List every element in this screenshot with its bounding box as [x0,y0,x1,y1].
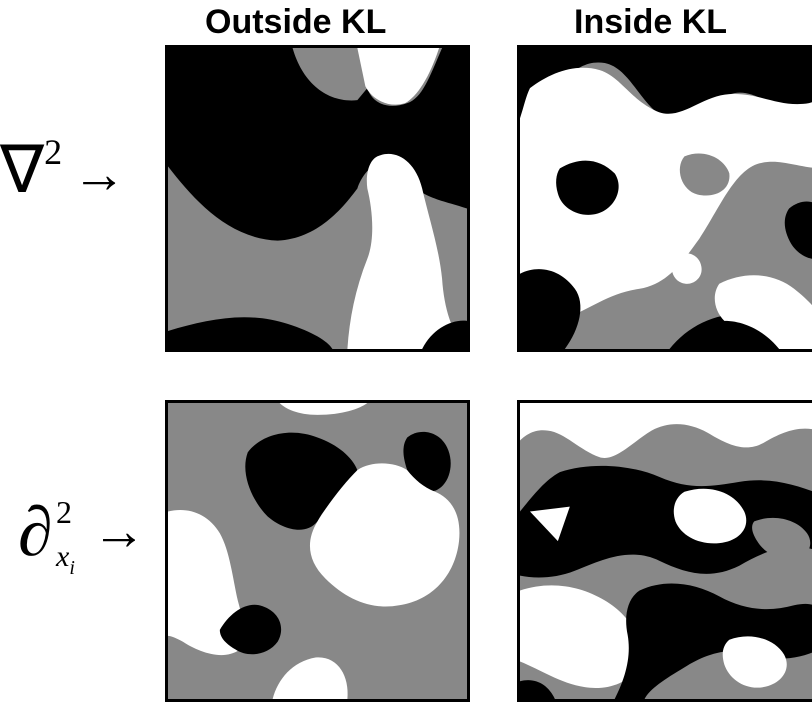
panel-partial-outside [165,400,470,702]
panel-partial-inside [517,400,812,702]
pattern-partial-outside [168,403,467,699]
header-inside-kl: Inside KL [574,3,728,41]
panel-laplacian-outside [165,45,470,352]
header-outside-kl: Outside KL [205,3,387,41]
partial-superscript: 2 [56,494,72,530]
laplacian-superscript: 2 [44,132,63,172]
partial-subscript: xi [56,540,75,579]
row-label-partial: ∂ 2 xi → [0,494,165,579]
panel-laplacian-inside [517,45,812,352]
row-label-laplacian: ∇2 → [0,132,127,205]
pattern-laplacian-outside [168,48,467,349]
laplacian-arrow-icon: → [72,144,127,204]
nabla-symbol: ∇ [0,134,45,207]
pattern-laplacian-inside [520,48,812,349]
pattern-partial-inside [520,403,812,699]
partial-symbol: ∂ [18,494,53,571]
partial-arrow-icon: → [92,501,146,561]
